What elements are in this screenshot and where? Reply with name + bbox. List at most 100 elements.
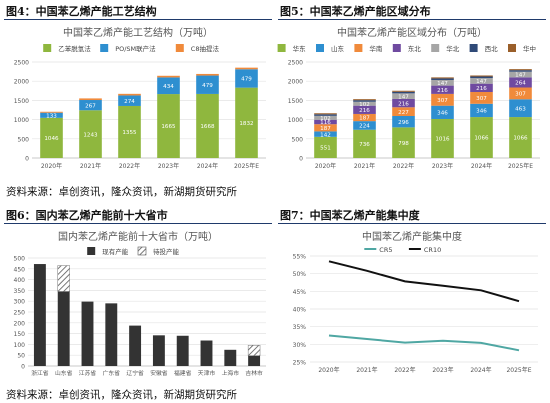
y-tick-label: 55% bbox=[293, 254, 307, 261]
x-tick-label: 安徽省 bbox=[150, 369, 168, 377]
bar-segment bbox=[235, 87, 258, 158]
legend-swatch bbox=[392, 44, 401, 52]
y-tick-label: 400 bbox=[14, 277, 26, 284]
bar-segment bbox=[79, 98, 102, 101]
bar-segment bbox=[392, 91, 415, 94]
bar-segment bbox=[235, 67, 258, 70]
data-label: 434 bbox=[163, 84, 174, 90]
bar-segment bbox=[235, 69, 258, 88]
data-label: 346 bbox=[476, 109, 487, 115]
data-label: 307 bbox=[437, 98, 448, 104]
data-label: 463 bbox=[515, 106, 526, 112]
data-label: 798 bbox=[398, 141, 409, 147]
bar-segment bbox=[314, 113, 337, 115]
y-tick-label: 0 bbox=[299, 156, 303, 163]
y-tick-label: 0 bbox=[25, 156, 29, 163]
bar-segment bbox=[40, 111, 63, 113]
bar-segment bbox=[392, 107, 415, 116]
bar-segment bbox=[157, 77, 180, 95]
x-tick-label: 2021年 bbox=[80, 162, 101, 170]
fig4-chart: 中国苯乙烯产能工艺结构（万吨） 乙苯脱氢法 PO/SM联产法 C8抽提法 0 500 100… bbox=[14, 26, 266, 170]
series-line-cr10 bbox=[328, 260, 520, 303]
data-label: 736 bbox=[359, 142, 370, 148]
y-tick-label: 2000 bbox=[288, 79, 303, 86]
x-tick-label: 2024年 bbox=[470, 366, 491, 374]
data-label: 1665 bbox=[161, 124, 176, 130]
data-label: 142 bbox=[320, 132, 331, 138]
data-label: 1832 bbox=[239, 121, 253, 127]
data-label: 307 bbox=[476, 96, 487, 102]
bar-segment bbox=[509, 87, 532, 100]
y-tick-label: 25% bbox=[293, 360, 307, 367]
chart-title: 中国苯乙烯产能集中度 bbox=[362, 230, 462, 243]
data-label: 147 bbox=[515, 73, 526, 79]
bar-segment bbox=[353, 99, 376, 101]
bar-segment bbox=[314, 131, 337, 137]
y-tick-label: 40% bbox=[293, 307, 307, 314]
data-label: 479 bbox=[241, 77, 252, 83]
legend-label: 东北 bbox=[408, 44, 422, 53]
bar-segment bbox=[392, 98, 415, 108]
x-tick-label: 江苏省 bbox=[79, 369, 97, 377]
legend-label: 山东 bbox=[331, 44, 345, 53]
y-tick-label: 350 bbox=[14, 288, 26, 295]
bar-segment bbox=[57, 265, 70, 292]
legend-swatch bbox=[175, 44, 184, 52]
legend-label: CR5 bbox=[379, 246, 392, 254]
bar-segment bbox=[509, 117, 532, 158]
x-tick-label: 2021年 bbox=[356, 366, 377, 374]
data-label: 296 bbox=[398, 120, 409, 126]
y-tick-label: 1000 bbox=[14, 117, 29, 124]
data-label: 227 bbox=[398, 110, 409, 116]
data-label: 216 bbox=[359, 108, 370, 114]
data-label: 1066 bbox=[474, 136, 489, 142]
bar-segment bbox=[431, 79, 454, 86]
chart-title: 中国苯乙烯产能工艺结构（万吨） bbox=[63, 26, 213, 39]
fig7-chart: 中国苯乙烯产能集中度 CR5 CR10 25% 30% 35% 40% 45% 50% 55% 20… bbox=[293, 230, 538, 374]
y-tick-label: 30% bbox=[293, 342, 307, 349]
x-tick-label: 2022年 bbox=[394, 366, 415, 374]
y-tick-label: 500 bbox=[14, 256, 26, 263]
data-label: 133 bbox=[46, 113, 57, 119]
data-label: 479 bbox=[202, 83, 213, 89]
bar-segment bbox=[196, 93, 219, 158]
y-tick-label: 2500 bbox=[14, 60, 29, 67]
y-tick-label: 450 bbox=[14, 266, 26, 273]
bar-segment bbox=[470, 117, 493, 158]
bar-segment bbox=[200, 340, 213, 366]
x-tick-label: 2020年 bbox=[315, 162, 336, 170]
chart-title: 国内苯乙烯产能前十大省市（万吨） bbox=[58, 230, 218, 243]
source-note-top: 资料来源：卓创资讯，隆众资讯，新湖期货研究所 bbox=[6, 186, 237, 198]
x-tick-label: 2022年 bbox=[393, 162, 414, 170]
y-tick-label: 100 bbox=[14, 342, 26, 349]
bar-segment bbox=[314, 136, 337, 158]
data-label: 147 bbox=[398, 94, 409, 100]
bar-segment bbox=[431, 85, 454, 94]
bar-segment bbox=[196, 75, 219, 94]
y-tick-label: 0 bbox=[21, 364, 25, 371]
bar-segment bbox=[353, 100, 376, 102]
bar-segment bbox=[392, 115, 415, 128]
bar-segment bbox=[314, 119, 337, 125]
bar-segment bbox=[392, 127, 415, 158]
bar-segment bbox=[248, 355, 261, 366]
fig6-title-rule bbox=[4, 223, 272, 224]
x-tick-label: 福建省 bbox=[174, 369, 192, 377]
legend-label: 乙苯脱氢法 bbox=[58, 44, 91, 53]
data-label: 1668 bbox=[200, 124, 215, 130]
bar-segment bbox=[353, 121, 376, 130]
x-tick-label: 2025年E bbox=[234, 162, 259, 170]
bar-segment bbox=[40, 112, 63, 118]
fig4-title-rule bbox=[4, 19, 272, 20]
bar-segment bbox=[431, 118, 454, 158]
data-label: 102 bbox=[320, 116, 331, 122]
data-label: 551 bbox=[320, 146, 331, 152]
data-label: 264 bbox=[515, 81, 526, 87]
bar-segment bbox=[176, 335, 189, 366]
data-label: 116 bbox=[320, 120, 331, 126]
bar-segment bbox=[105, 303, 118, 366]
legend-swatch bbox=[431, 44, 440, 52]
data-label: 147 bbox=[476, 79, 487, 85]
fig5-title: 图5：中国苯乙烯产能区域分布 bbox=[280, 5, 431, 18]
bar-segment bbox=[129, 325, 142, 366]
